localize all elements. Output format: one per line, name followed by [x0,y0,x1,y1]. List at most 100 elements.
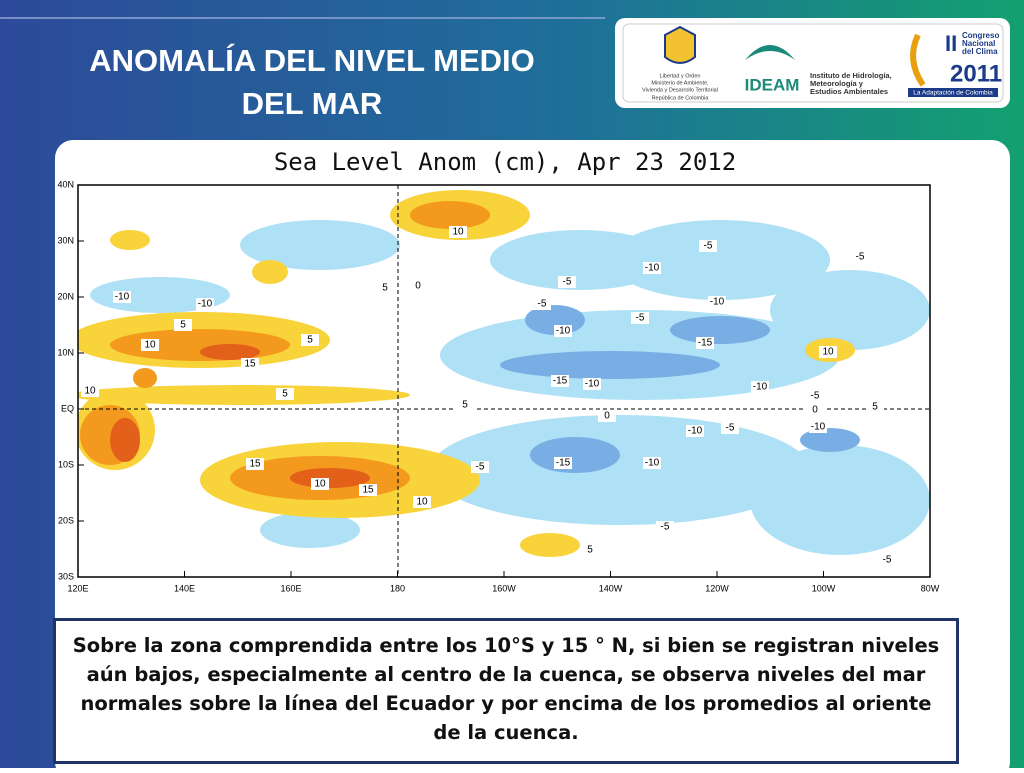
logo-text: Estudios Ambientales [810,87,888,96]
contour-label-bg [409,280,427,292]
peak-areas [110,344,370,488]
contour-label-bg [359,484,377,496]
y-axis-label: 10N [57,347,74,357]
logo-text: Congreso [962,31,999,40]
contour-label: 10 [416,497,428,508]
x-axis-label: 180 [390,583,405,593]
contour-label: 0 [604,411,610,422]
logo-text: Vivienda y Desarrollo Territorial [642,87,718,93]
contour-label-bg [686,425,704,437]
contour-label-bg [643,262,661,274]
coat-of-arms [664,25,696,64]
contour-label: -5 [563,277,572,288]
contour-label: 5 [180,320,186,331]
contour-label: -10 [585,379,600,390]
contour-label-bg [471,461,489,473]
contour-label-bg [696,337,714,349]
contour-label: -15 [556,458,571,469]
y-axis-label: 20N [57,291,74,301]
contour-label-bg [376,282,394,294]
contour-label-bg [456,399,474,411]
contour-label-bg [196,298,214,310]
logo-panel [615,18,1010,108]
contour-label-bg [631,312,649,324]
contour-label: 5 [282,389,288,400]
contour-map [78,185,930,577]
logo-text: Ministerio de Ambiente, [651,80,709,86]
logo-text: La Adaptación de Colombia [913,90,993,97]
contour-label: 15 [362,485,374,496]
text-box: Sobre la zona comprendida entre los 10°S… [53,618,959,764]
x-axis-label: 120W [705,583,729,593]
contour-label: -10 [115,292,130,303]
contour-label-bg [708,296,726,308]
contour-label: -10 [645,458,660,469]
contour-label: -5 [883,555,892,566]
logo-text: Libertad y Orden [660,73,701,79]
contour-label-bg [751,381,769,393]
contour-label-bg [819,346,837,358]
y-axis-label: 30N [57,235,74,245]
contour-label-bg [311,478,329,490]
contour-label-bg [276,388,294,400]
contour-label: 5 [462,400,468,411]
logo-text: II [945,31,957,56]
logo-frame [622,23,1004,103]
tagline-bar [908,88,998,97]
contour-label: 10 [822,347,834,358]
contour-label-bg [413,496,431,508]
logo-text: República de Colombia [652,95,710,101]
contour-label: -10 [811,422,826,433]
contour-label: 15 [244,359,256,370]
contour-label-bg [598,410,616,422]
contour-label-bg [583,378,601,390]
logo-text: Instituto de Hidrología, [810,71,892,80]
x-axis-label: 100W [812,583,836,593]
contour-label: -5 [726,423,735,434]
contour-label-bg [721,422,739,434]
y-axis-label: EQ [61,403,74,413]
contour-label-bg [141,339,159,351]
logo-text: Meteorología y [810,79,864,88]
x-axis-label: 140E [174,583,195,593]
congreso-swirl [910,33,926,87]
contour-label: 5 [307,335,313,346]
contour-label-bg [851,251,869,263]
y-axis-label: 20S [58,515,74,525]
x-axis-label: 160E [280,583,301,593]
contour-label-bg [113,291,131,303]
title-line: ANOMALÍA DEL NIVEL MEDIO [89,43,535,78]
contour-label: -5 [538,299,547,310]
contour-label: -10 [645,263,660,274]
contour-label-bg [878,554,896,566]
ideam-icon [745,45,795,60]
contour-label: -10 [753,382,768,393]
contour-label-bg [551,375,569,387]
contour-label-bg [449,226,467,238]
contour-label: -5 [636,313,645,324]
contour-label: 0 [415,281,421,292]
contour-label-bg [81,385,99,397]
contour-label: 10 [452,227,464,238]
contour-label-bg [643,457,661,469]
map-title: Sea Level Anom (cm), Apr 23 2012 [274,148,736,176]
contour-label: -15 [698,338,713,349]
contour-label: 10 [144,340,156,351]
contour-label: 15 [249,459,261,470]
contour-label-bg [806,390,824,402]
contour-label-bg [558,276,576,288]
contour-label-bg [554,325,572,337]
logo-text: 2011 [950,60,1002,87]
contour-label-bg [533,298,551,310]
contour-label-bg [656,521,674,533]
y-axis-label: 10S [58,459,74,469]
contour-label-bg [809,421,827,433]
contour-label-bg [554,457,572,469]
contour-label-bg [866,401,884,413]
contour-label-bg [301,334,319,346]
contour-label: -10 [556,326,571,337]
contour-label: -10 [688,426,703,437]
contour-label-bg [246,458,264,470]
